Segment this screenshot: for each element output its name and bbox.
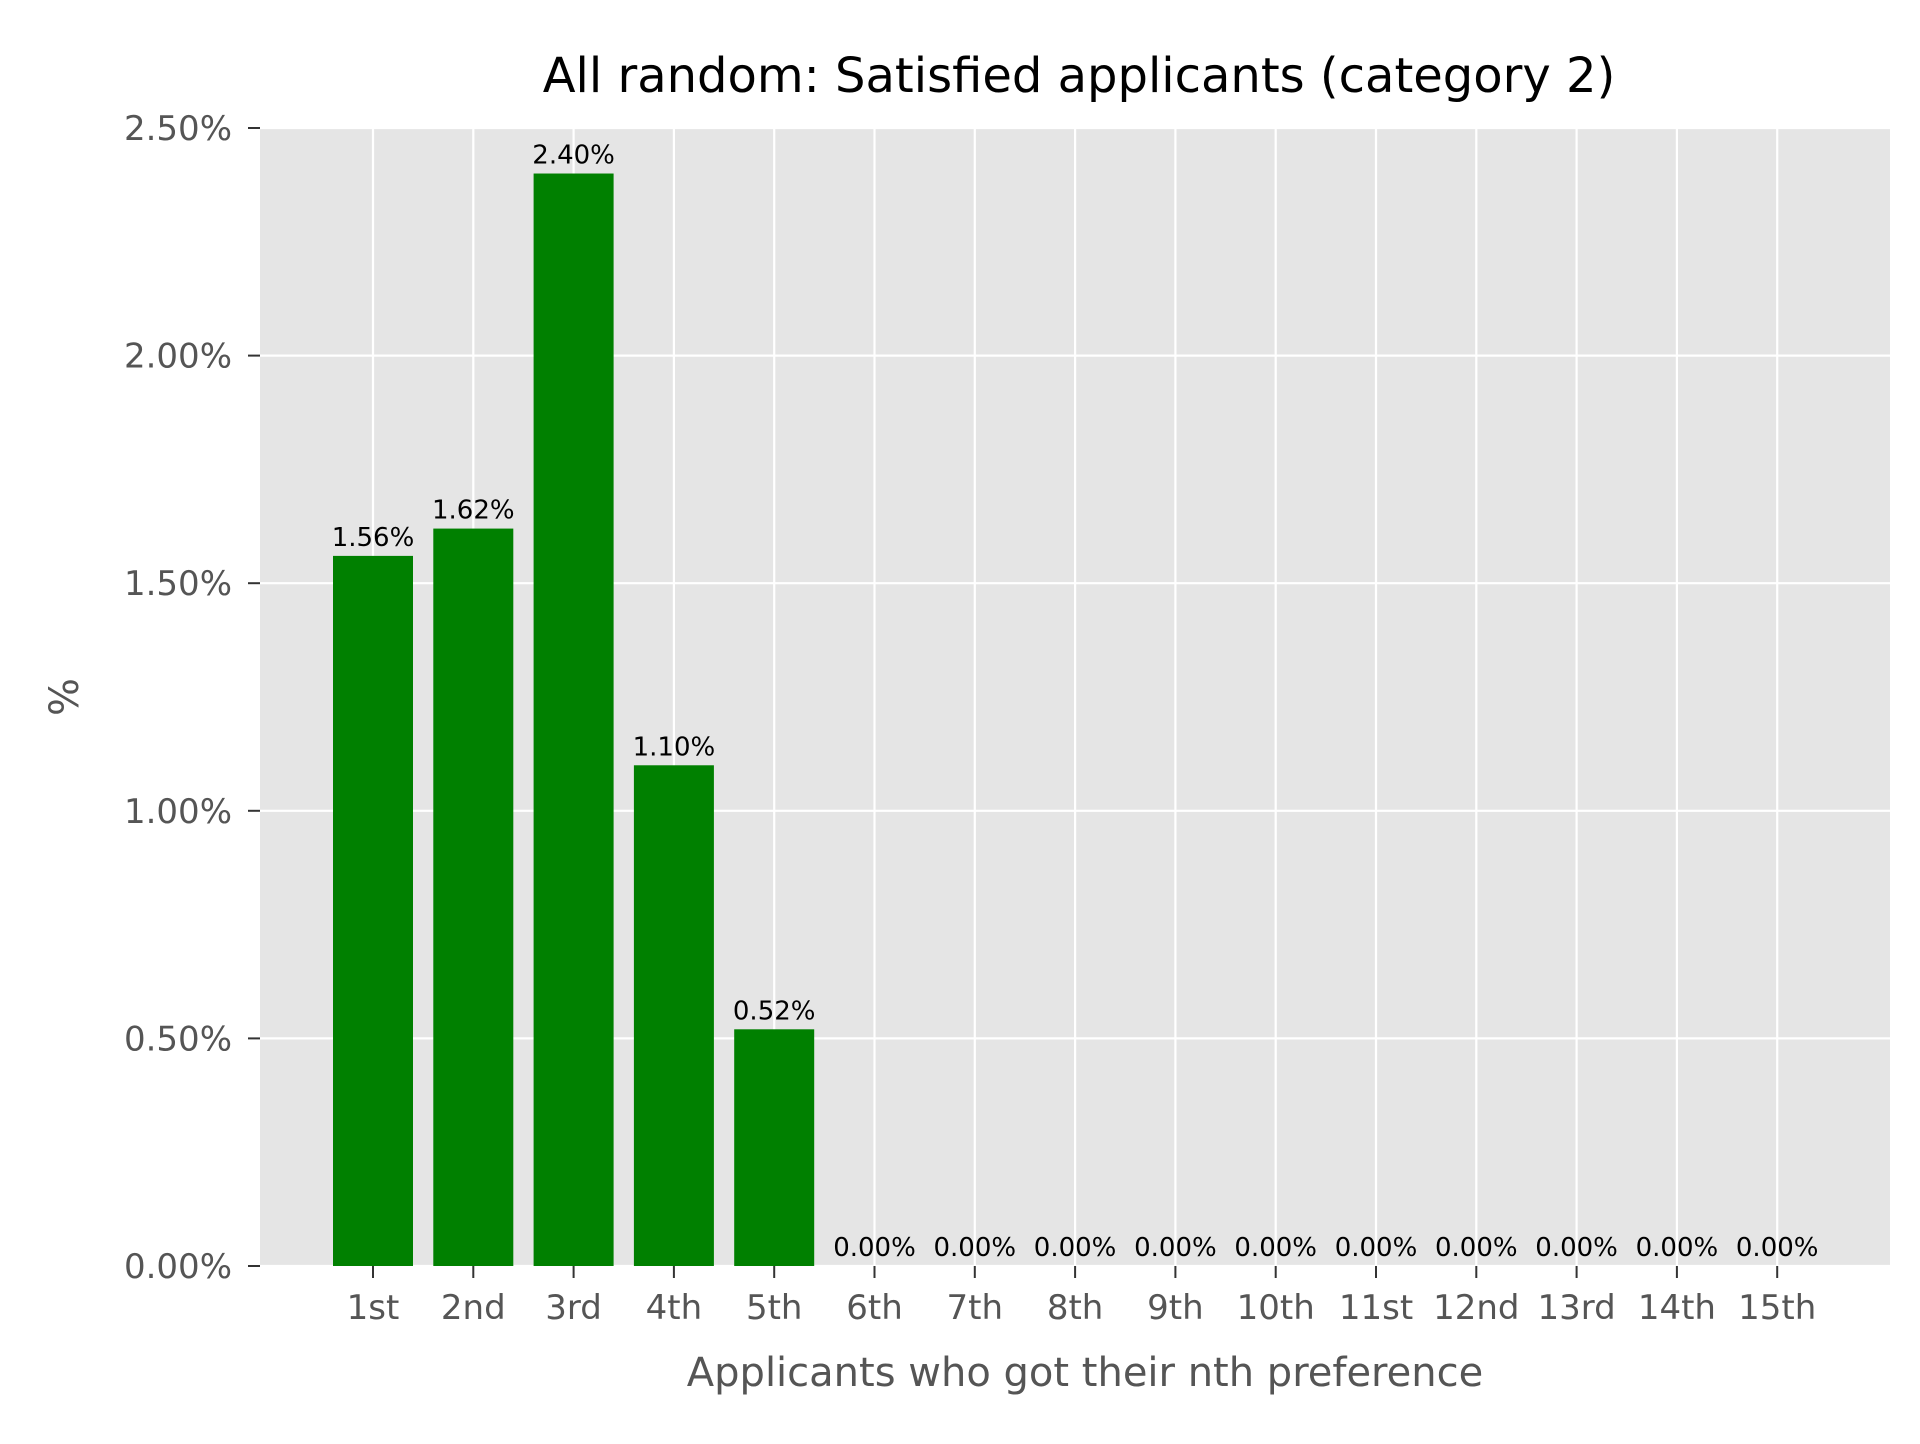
x-tick-label: 15th [1738, 1288, 1816, 1328]
x-tick-label: 8th [1047, 1288, 1104, 1328]
x-tick-label: 14th [1638, 1288, 1716, 1328]
x-tick-label: 2nd [441, 1288, 506, 1328]
data-label: 0.00% [1335, 1233, 1418, 1263]
x-tick-label: 3rd [545, 1288, 602, 1328]
y-tick-label: 1.50% [124, 564, 232, 604]
data-label: 0.00% [933, 1233, 1016, 1263]
x-axis-label: Applicants who got their nth preference [687, 1350, 1483, 1396]
data-label: 0.00% [1234, 1233, 1317, 1263]
x-tick-label: 9th [1147, 1288, 1204, 1328]
data-label: 1.10% [633, 732, 716, 762]
data-label: 0.00% [833, 1233, 916, 1263]
data-label: 0.00% [1736, 1233, 1819, 1263]
x-tick-label: 12nd [1433, 1288, 1519, 1328]
x-tick-label: 4th [646, 1288, 703, 1328]
bar [333, 555, 413, 1266]
data-label: 0.00% [1034, 1233, 1117, 1263]
bar [734, 1029, 815, 1266]
y-tick-label: 0.00% [124, 1247, 232, 1287]
x-tick-label: 11st [1339, 1288, 1413, 1328]
x-tick-label: 1st [347, 1288, 400, 1328]
data-label: 0.00% [1636, 1233, 1719, 1263]
data-label: 2.40% [532, 141, 615, 171]
y-tick-label: 2.50% [124, 109, 232, 149]
x-tick-label: 6th [846, 1288, 903, 1328]
y-tick-label: 2.00% [124, 337, 232, 377]
data-label: 0.00% [1134, 1233, 1217, 1263]
chart-title: All random: Satisfied applicants (catego… [543, 48, 1616, 104]
data-label: 0.52% [733, 996, 816, 1026]
x-tick-label: 13rd [1537, 1288, 1615, 1328]
y-axis-label: % [42, 678, 88, 716]
data-label: 1.62% [432, 496, 515, 526]
bar [633, 765, 714, 1266]
data-label: 0.00% [1435, 1233, 1518, 1263]
x-tick-label: 7th [947, 1288, 1004, 1328]
data-label: 0.00% [1535, 1233, 1618, 1263]
y-tick-label: 0.50% [124, 1019, 232, 1059]
bar [533, 173, 614, 1266]
x-tick-label: 10th [1237, 1288, 1315, 1328]
bars-layer: 1.56% 1.62% 2.40% 1.10% 0.52% 0.00% 0.00% 0.00%… [332, 141, 1819, 1266]
y-tick-label: 1.00% [124, 792, 232, 832]
x-tick-label: 5th [746, 1288, 803, 1328]
data-label: 1.56% [332, 523, 415, 553]
bar [433, 528, 514, 1266]
axes-layer: 0.00% 0.50% 1.00% 1.50% 2.00% 2.50% 1st 2nd 3rd 4… [124, 109, 1816, 1328]
